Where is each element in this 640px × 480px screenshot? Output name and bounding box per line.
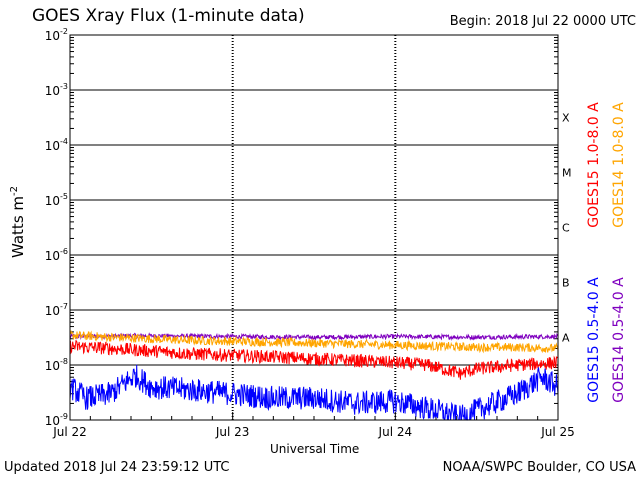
- begin-time: Begin: 2018 Jul 22 0000 UTC: [449, 14, 636, 29]
- legend-entry: GOES15 0.5-4.0 A: [586, 277, 602, 403]
- y-tick-label: 10-2: [45, 27, 68, 43]
- legend-entry: GOES14 1.0-8.0 A: [611, 102, 627, 228]
- x-tick-label: Jul 24: [378, 425, 413, 439]
- flare-class-label: X: [562, 111, 570, 124]
- y-tick-exponent: -8: [60, 357, 68, 366]
- y-tick-base: 10: [44, 84, 61, 98]
- y-tick-label: 10-6: [45, 247, 68, 263]
- y-tick-exponent: -7: [60, 302, 68, 311]
- updated-time: Updated 2018 Jul 24 23:59:12 UTC: [4, 460, 230, 475]
- y-tick-base: 10: [44, 194, 61, 208]
- y-tick-exponent: -5: [60, 192, 68, 201]
- y-tick-base: 10: [44, 304, 61, 318]
- y-tick-exponent: -6: [60, 247, 68, 256]
- x-tick-label: Jul 25: [541, 425, 575, 439]
- y-tick-exponent: -3: [60, 82, 68, 91]
- y-tick-exponent: -4: [60, 137, 68, 146]
- series-line: [69, 329, 559, 354]
- y-tick-label: 10-3: [45, 82, 68, 98]
- y-tick-label: 10-8: [45, 357, 68, 373]
- x-tick-label: Jul 23: [215, 425, 250, 439]
- y-tick-base: 10: [44, 139, 61, 153]
- series-line: [69, 332, 559, 341]
- legend-entry: GOES14 0.5-4.0 A: [611, 277, 627, 403]
- flare-class-label: B: [562, 276, 570, 289]
- y-tick-exponent: -9: [60, 412, 68, 421]
- legend-entry: GOES15 1.0-8.0 A: [586, 102, 602, 228]
- y-tick-label: 10-4: [45, 137, 68, 153]
- chart-title: GOES Xray Flux (1-minute data): [32, 6, 305, 26]
- plot-frame: [69, 34, 559, 421]
- series-line: [69, 364, 559, 421]
- flare-class-label: C: [562, 221, 570, 234]
- series-line: [69, 339, 559, 380]
- x-axis-label: Universal Time: [270, 442, 360, 456]
- y-tick-base: 10: [44, 249, 61, 263]
- y-axis-label-text: Watts m: [9, 195, 27, 259]
- y-axis-label-sup: -2: [9, 185, 20, 196]
- credit-text: NOAA/SWPC Boulder, CO USA: [442, 460, 636, 475]
- flare-class-label: A: [562, 331, 570, 344]
- y-tick-label: 10-9: [45, 412, 68, 428]
- y-tick-base: 10: [44, 359, 61, 373]
- y-tick-base: 10: [44, 414, 61, 428]
- flare-class-label: M: [562, 166, 572, 179]
- y-tick-base: 10: [44, 29, 61, 43]
- x-tick-label: Jul 22: [53, 425, 87, 439]
- y-tick-label: 10-5: [45, 192, 68, 208]
- y-tick-exponent: -2: [60, 27, 68, 36]
- y-tick-label: 10-7: [45, 302, 68, 318]
- y-axis-label: Watts m-2: [9, 186, 27, 258]
